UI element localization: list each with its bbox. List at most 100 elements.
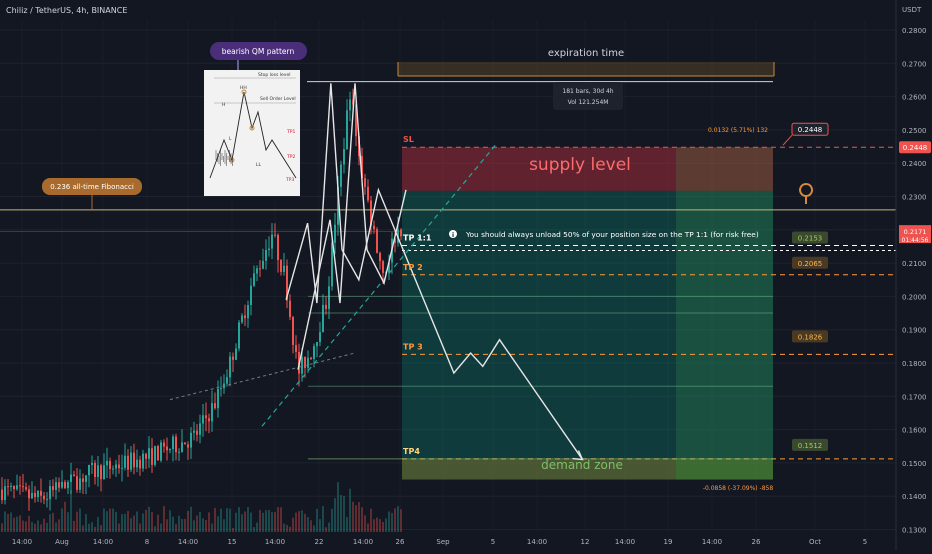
volume-bar <box>325 527 327 532</box>
candle-body <box>28 489 30 499</box>
volume-bar <box>133 515 135 532</box>
volume-bar <box>322 506 324 532</box>
volume-bar <box>151 512 153 532</box>
candle-body <box>205 415 207 419</box>
candle-body <box>373 225 375 230</box>
volume-bar <box>397 506 399 532</box>
y-tick-label: 0.1700 <box>902 393 927 401</box>
position-zones <box>397 62 775 480</box>
candle-body <box>25 487 27 490</box>
candle-body <box>325 304 327 309</box>
info-icon-glyph: i <box>452 232 454 239</box>
candle-body <box>115 464 117 469</box>
candle-body <box>265 249 267 261</box>
volume-bar <box>232 527 234 532</box>
x-tick-label: 14:00 <box>353 538 373 546</box>
inset-tp1-label: TP1 <box>286 129 295 135</box>
inset-h-label: H <box>222 102 225 108</box>
candle-body <box>238 322 240 349</box>
y-tick-label: 0.1400 <box>902 493 927 501</box>
volume-bar <box>175 524 177 532</box>
candle-body <box>172 436 174 450</box>
inset-marker <box>241 89 247 95</box>
volume-bar <box>244 511 246 532</box>
volume-bar <box>394 508 396 532</box>
candle-body <box>220 388 222 390</box>
candle-body <box>178 451 180 453</box>
price-label-box <box>791 122 829 136</box>
candle-body <box>343 149 345 165</box>
volume-bar <box>379 519 381 532</box>
x-tick-label: Aug <box>55 538 69 546</box>
volume-bar <box>160 523 162 532</box>
candle-body <box>394 238 396 243</box>
candle-body <box>106 460 108 466</box>
volume-bar <box>238 507 240 532</box>
volume-bar <box>376 517 378 532</box>
x-tick-label: 14:00 <box>12 538 32 546</box>
y-tick-label: 0.2300 <box>902 194 927 202</box>
arrow-head <box>572 450 584 461</box>
candle-body <box>103 465 105 480</box>
lower-trendline <box>169 352 356 401</box>
volume-bar <box>331 508 333 532</box>
volume-bar <box>271 512 273 532</box>
volume-bar <box>283 523 285 532</box>
volume-bar <box>25 521 27 532</box>
candle-body <box>121 467 123 469</box>
volume-bar <box>139 523 141 532</box>
candle-body <box>13 485 15 490</box>
candle-body <box>97 465 99 478</box>
volume-bar <box>385 518 387 532</box>
fib-label-bubble <box>42 178 142 195</box>
inset-hh-label: HH <box>240 85 247 91</box>
candle-body <box>319 332 321 342</box>
candle-body <box>295 344 297 352</box>
qm-structure-path <box>297 83 407 370</box>
volume-bar <box>241 514 243 532</box>
volume-bar <box>169 510 171 532</box>
inset-zigzag <box>209 91 297 179</box>
candle-body <box>226 377 228 384</box>
demand-zone-box-right <box>676 459 773 480</box>
candle-body <box>130 452 132 470</box>
y-tick-label: 0.1800 <box>902 360 927 368</box>
symbol-title: Chiliz / TetherUS, 4h, BINANCE <box>6 6 127 15</box>
volume-bar <box>205 520 207 532</box>
volume-bar <box>328 522 330 532</box>
volume-bar <box>364 515 366 532</box>
candle-body <box>160 442 162 461</box>
candle-body <box>307 357 309 368</box>
volume-bar <box>250 512 252 532</box>
inset-marker <box>229 157 235 163</box>
candle-body <box>280 260 282 272</box>
candle-body <box>157 446 159 461</box>
candle-body <box>268 248 270 250</box>
candle-body <box>250 285 252 306</box>
inset-marker <box>249 125 255 131</box>
volume-bar <box>226 508 228 532</box>
volume-bar <box>82 525 84 532</box>
volume-bar <box>193 520 195 532</box>
volume-bar <box>223 519 225 532</box>
volume-bar <box>292 517 294 532</box>
volume-bar <box>262 512 264 532</box>
pin-icon <box>799 183 814 197</box>
candle-body <box>67 481 69 489</box>
volume-bar <box>181 518 183 532</box>
volume-bar <box>310 520 312 532</box>
candle-body <box>91 462 93 465</box>
volume-bar <box>217 516 219 532</box>
volume-bar <box>382 521 384 532</box>
candle-body <box>58 482 60 488</box>
expiration-shade <box>676 147 773 480</box>
bars-info-box <box>553 82 623 110</box>
volume-bar <box>343 496 345 532</box>
volume-bar <box>361 507 363 532</box>
candle-body <box>61 481 63 488</box>
candle-body <box>301 357 303 374</box>
supply-label: supply level <box>529 155 631 175</box>
volume-bar <box>37 520 39 532</box>
candle-body <box>190 432 192 448</box>
